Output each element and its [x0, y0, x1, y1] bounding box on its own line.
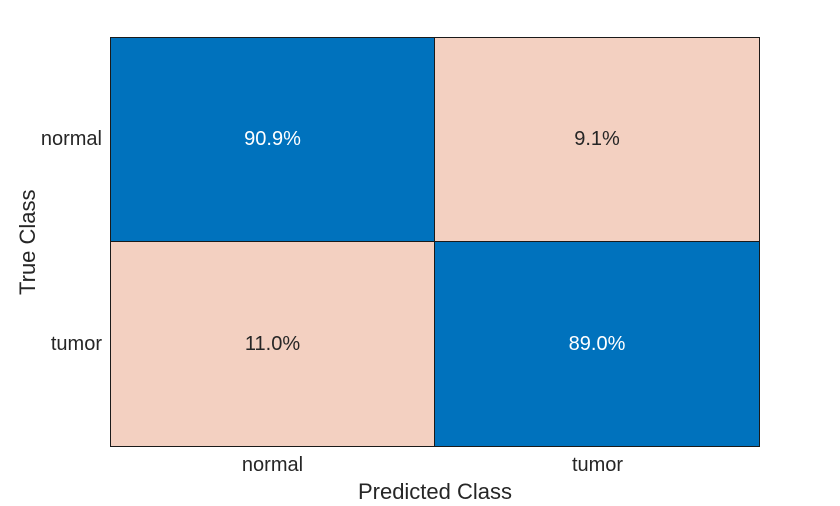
- x-axis-title: Predicted Class: [357, 479, 513, 504]
- matrix-cell-true-tumor-pred-normal: 11.0%: [111, 242, 435, 446]
- matrix-cell-true-tumor-pred-tumor: 89.0%: [435, 242, 759, 446]
- confusion-matrix-grid: 90.9% 9.1% 11.0% 89.0%: [110, 37, 760, 447]
- cell-value: 90.9%: [244, 128, 301, 150]
- x-tick-label-normal: normal: [241, 454, 304, 476]
- y-tick-label-normal: normal: [40, 128, 102, 150]
- matrix-cell-true-normal-pred-tumor: 9.1%: [435, 38, 759, 242]
- y-tick-label-tumor: tumor: [50, 333, 102, 355]
- x-tick-label-tumor: tumor: [571, 454, 624, 476]
- cell-value: 11.0%: [244, 332, 301, 355]
- cell-value: 89.0%: [568, 332, 626, 355]
- cell-value: 9.1%: [574, 128, 620, 150]
- y-axis-title: True Class: [15, 189, 40, 295]
- matrix-cell-true-normal-pred-normal: 90.9%: [111, 38, 435, 242]
